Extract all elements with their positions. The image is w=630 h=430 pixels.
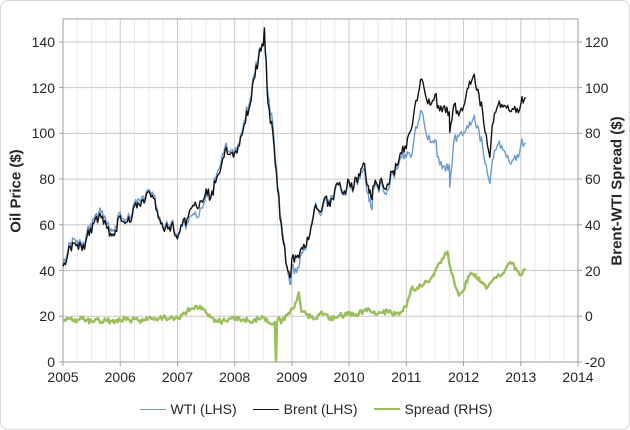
legend-label-wti: WTI (LHS) — [170, 401, 237, 417]
series-line-brent — [62, 27, 527, 279]
x-tick-label: 2014 — [562, 369, 594, 385]
legend-item-brent: Brent (LHS) — [252, 401, 358, 417]
y-right-tick-label: 40 — [585, 216, 601, 233]
y-right-tick-label: 0 — [585, 308, 593, 325]
legend: WTI (LHS) Brent (LHS) Spread (RHS) — [1, 398, 629, 420]
x-tick-label: 2013 — [505, 369, 537, 385]
y-right-tick-label: 60 — [585, 171, 601, 188]
y-left-tick-label: 60 — [39, 216, 55, 233]
x-tick-label: 2008 — [219, 369, 251, 385]
y-right-tick-label: 120 — [585, 33, 609, 50]
y-left-tick-label: 120 — [31, 79, 55, 96]
x-tick-label: 2012 — [447, 369, 480, 385]
series-line-spread — [62, 250, 527, 363]
wti-line-swatch — [139, 408, 166, 410]
y-right-tick-label: 100 — [585, 79, 609, 96]
y-left-tick-label: 20 — [39, 308, 55, 325]
legend-label-spread: Spread (RHS) — [404, 401, 493, 417]
x-tick-label: 2010 — [333, 369, 365, 385]
x-tick-label: 2011 — [391, 369, 422, 385]
plot-border — [62, 18, 579, 363]
x-tick-label: 2007 — [161, 369, 194, 385]
y-left-tick-label: 100 — [31, 125, 55, 142]
legend-item-spread: Spread (RHS) — [373, 401, 493, 417]
x-tick-label: 2009 — [276, 369, 308, 385]
y-right-tick-label: 20 — [585, 262, 601, 279]
y-left-tick-label: 140 — [31, 33, 55, 50]
y-left-tick-label: 0 — [47, 354, 55, 370]
brent-line-swatch — [252, 408, 279, 410]
x-tick-label: 2006 — [104, 369, 136, 385]
y-right-tick-label: -20 — [585, 354, 606, 370]
series-line-wti — [62, 29, 526, 286]
y-left-tick-label: 80 — [39, 171, 55, 188]
spread-line-swatch — [373, 408, 400, 410]
y-right-tick-label: 80 — [585, 125, 601, 142]
legend-label-brent: Brent (LHS) — [283, 401, 358, 417]
x-tick-label: 2005 — [47, 369, 79, 385]
y-left-tick-label: 40 — [39, 262, 55, 279]
legend-item-wti: WTI (LHS) — [139, 401, 237, 417]
